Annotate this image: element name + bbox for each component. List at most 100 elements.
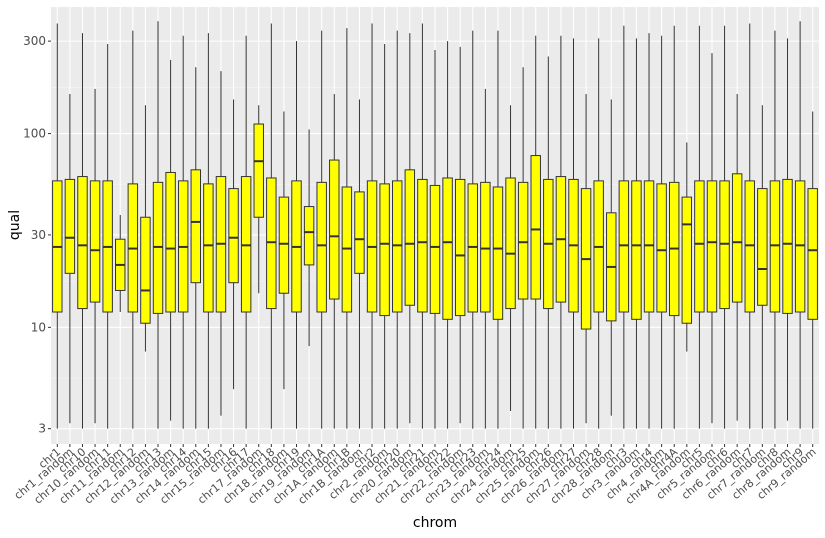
- box-chr20_random: [404, 33, 416, 424]
- box-body: [782, 178, 793, 314]
- box-chr6: [719, 25, 730, 429]
- box-chr22_random: [454, 46, 466, 424]
- box-body: [316, 181, 327, 313]
- box-chr4: [643, 33, 655, 429]
- box-body: [417, 178, 428, 313]
- box-body: [392, 180, 403, 313]
- box-chr7: [744, 23, 755, 429]
- box-chr18_random: [278, 111, 290, 390]
- box-body: [329, 159, 340, 300]
- box-chr21_random: [429, 49, 441, 429]
- box-chr13_random: [165, 59, 176, 421]
- box-chr1_random: [64, 94, 76, 424]
- box-body: [253, 123, 264, 218]
- y-axis-title: qual: [7, 210, 23, 240]
- box-body: [140, 216, 151, 324]
- box-chr15: [203, 33, 214, 429]
- y-tick-label: 300: [23, 34, 46, 48]
- box-body: [89, 180, 101, 303]
- box-chr2_random: [379, 43, 390, 429]
- box-chr5: [694, 25, 705, 429]
- box-chr14_random: [190, 67, 202, 429]
- box-body: [480, 181, 491, 313]
- box-chr17_random: [253, 105, 264, 294]
- box-body: [706, 180, 718, 313]
- boxes: [52, 21, 818, 429]
- y-tick-label: 3: [38, 422, 46, 436]
- box-body: [190, 169, 202, 284]
- box-chr23: [467, 30, 478, 429]
- box-chr26_random: [555, 35, 567, 429]
- box-body: [467, 183, 478, 313]
- box-body: [77, 176, 88, 310]
- box-chr4A_random: [681, 142, 693, 352]
- box-body: [354, 191, 365, 274]
- box-body: [731, 173, 743, 303]
- box-chr9_random: [807, 111, 818, 429]
- box-body: [694, 180, 705, 313]
- box-chr18: [266, 23, 277, 429]
- box-chr5_random: [706, 53, 718, 424]
- y-tick-label: 30: [31, 228, 46, 242]
- box-chr8_random: [782, 38, 793, 421]
- box-chr10_random: [89, 88, 101, 424]
- box-body: [744, 180, 755, 313]
- box-chr1B_random: [354, 99, 365, 429]
- box-chr16: [228, 99, 239, 390]
- box-body: [794, 180, 806, 313]
- box-chr19: [291, 41, 302, 429]
- box-chr1: [52, 23, 63, 429]
- box-body: [807, 188, 818, 320]
- box-chr11: [102, 43, 113, 429]
- box-body: [454, 178, 466, 317]
- box-chr27: [568, 38, 579, 429]
- box-body: [442, 177, 453, 320]
- box-chr22: [442, 41, 453, 429]
- box-chr7_random: [757, 105, 768, 429]
- box-chr4_random: [656, 35, 667, 429]
- box-body: [769, 180, 781, 313]
- box-body: [656, 183, 667, 313]
- box-chr28: [593, 38, 604, 429]
- box-chr8: [769, 30, 781, 429]
- box-chr28_random: [606, 99, 617, 416]
- x-axis-title: chrom: [413, 515, 457, 531]
- box-body: [404, 169, 416, 306]
- box-chr9: [794, 21, 806, 429]
- box-chr24_random: [505, 105, 516, 412]
- box-body: [266, 177, 277, 310]
- y-tick-label: 10: [31, 320, 46, 334]
- box-body: [681, 196, 693, 324]
- box-chr12_random: [140, 105, 151, 352]
- box-body: [240, 176, 252, 313]
- box-chr3: [618, 25, 630, 429]
- box-chr26: [543, 56, 554, 429]
- box-body: [303, 206, 315, 266]
- box-body: [643, 180, 655, 313]
- box-body: [530, 155, 541, 300]
- box-chr2: [366, 23, 378, 429]
- box-chr19_random: [303, 129, 315, 347]
- box-body: [517, 181, 529, 300]
- box-chr10: [77, 33, 88, 429]
- box-chr12: [127, 30, 139, 429]
- box-chr21: [417, 23, 428, 429]
- box-chr25: [517, 67, 529, 429]
- box-chr1A: [316, 30, 327, 429]
- box-chr17: [240, 35, 252, 429]
- box-chr25_random: [530, 35, 541, 429]
- box-body: [64, 178, 76, 274]
- box-body: [618, 180, 630, 313]
- box-chr1A_random: [329, 94, 340, 429]
- box-chr27_random: [580, 94, 592, 424]
- box-body: [165, 171, 176, 313]
- y-tick-label: 100: [23, 127, 46, 141]
- box-body: [228, 188, 239, 284]
- box-chr23_random: [480, 88, 491, 429]
- box-body: [757, 188, 768, 306]
- box-body: [203, 183, 214, 313]
- box-chr3_random: [631, 38, 642, 429]
- box-chr11_random: [115, 214, 126, 312]
